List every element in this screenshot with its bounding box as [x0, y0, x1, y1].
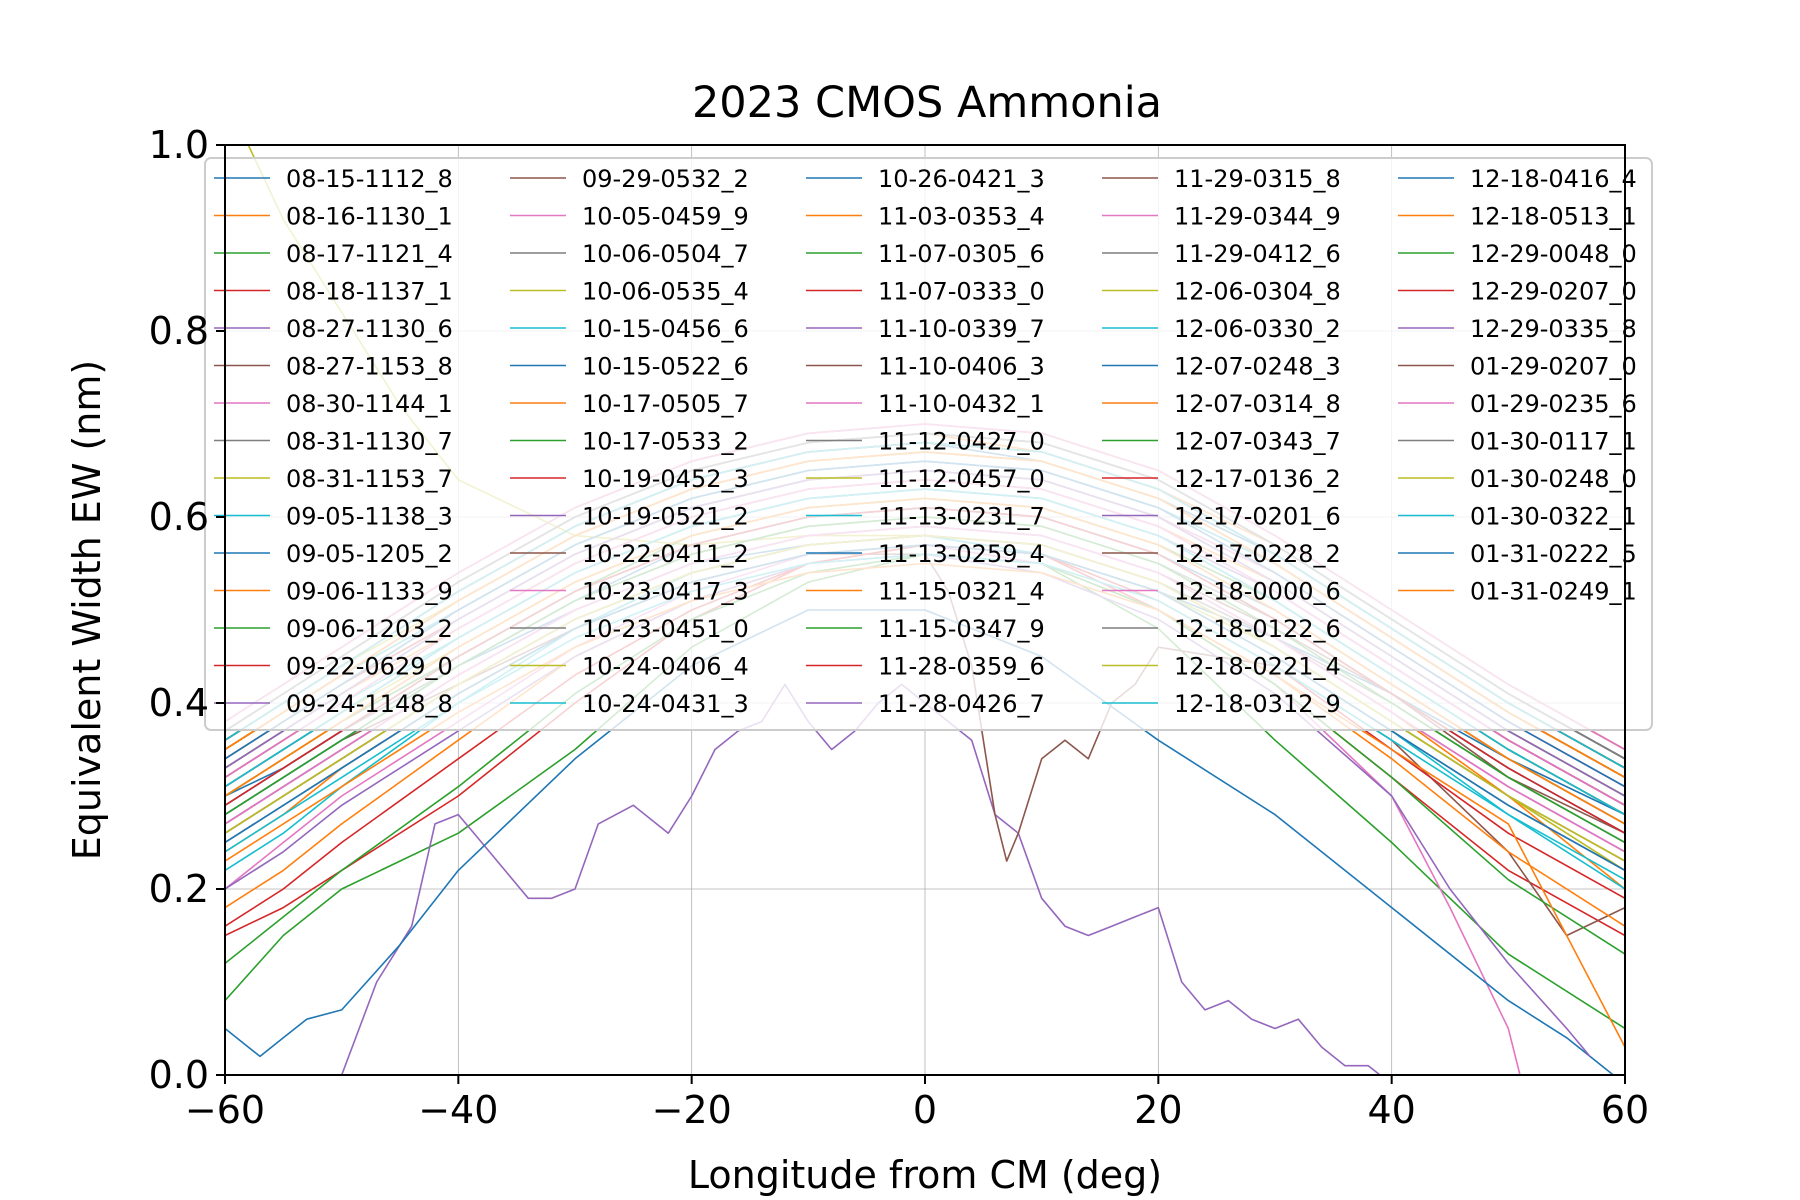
y-tick-label: 0.4	[149, 681, 209, 725]
x-tick-label: 40	[1367, 1088, 1415, 1132]
legend-label: 12-06-0330_2	[1174, 315, 1341, 343]
legend-label: 12-18-0312_9	[1174, 690, 1341, 718]
legend-label: 12-29-0207_0	[1470, 278, 1637, 306]
legend-label: 11-10-0432_1	[878, 390, 1045, 418]
legend-label: 11-10-0406_3	[878, 353, 1045, 381]
legend-label: 12-07-0343_7	[1174, 428, 1341, 456]
legend-label: 10-26-0421_3	[878, 165, 1045, 193]
legend-label: 11-28-0359_6	[878, 653, 1045, 681]
legend-label: 10-23-0417_3	[582, 578, 749, 606]
legend-label: 11-15-0321_4	[878, 578, 1045, 606]
chart-title: 2023 CMOS Ammonia	[692, 78, 1162, 128]
legend-label: 09-06-1133_9	[286, 578, 453, 606]
legend-label: 01-29-0207_0	[1470, 353, 1637, 381]
legend-label: 12-18-0416_4	[1470, 165, 1637, 193]
legend-label: 10-05-0459_9	[582, 203, 749, 231]
legend-label: 10-19-0521_2	[582, 503, 749, 531]
legend-label: 09-29-0532_2	[582, 165, 749, 193]
legend-label: 08-27-1153_8	[286, 353, 453, 381]
legend-label: 12-29-0048_0	[1470, 240, 1637, 268]
legend-label: 09-22-0629_0	[286, 653, 453, 681]
legend-label: 11-29-0412_6	[1174, 240, 1341, 268]
legend-label: 01-31-0249_1	[1470, 578, 1637, 606]
y-axis: 0.0 0.2 0.4 0.6 0.8 1.0	[149, 123, 225, 1097]
legend-label: 10-22-0411_2	[582, 540, 749, 568]
y-tick-label: 0.2	[149, 867, 209, 911]
legend-label: 09-05-1138_3	[286, 503, 453, 531]
legend-label: 10-24-0406_4	[582, 653, 749, 681]
legend-label: 10-17-0505_7	[582, 390, 749, 418]
legend-label: 12-17-0228_2	[1174, 540, 1341, 568]
legend-label: 01-30-0248_0	[1470, 465, 1637, 493]
legend-label: 10-24-0431_3	[582, 690, 749, 718]
x-tick-label: −40	[418, 1088, 498, 1132]
legend-label: 12-06-0304_8	[1174, 278, 1341, 306]
legend-label: 11-29-0315_8	[1174, 165, 1341, 193]
legend-label: 11-15-0347_9	[878, 615, 1045, 643]
x-axis-label: Longitude from CM (deg)	[688, 1153, 1162, 1197]
legend-label: 11-29-0344_9	[1174, 203, 1341, 231]
x-axis: −60 −40 −20 0 20 40 60	[185, 1075, 1649, 1132]
y-axis-label: Equivalent Width EW (nm)	[65, 360, 109, 860]
legend-label: 10-15-0522_6	[582, 353, 749, 381]
legend-label: 12-18-0221_4	[1174, 653, 1341, 681]
legend-label: 01-31-0222_5	[1470, 540, 1637, 568]
x-tick-label: 60	[1601, 1088, 1649, 1132]
legend-label: 08-31-1153_7	[286, 465, 453, 493]
legend-label: 11-13-0259_4	[878, 540, 1045, 568]
legend-label: 11-07-0333_0	[878, 278, 1045, 306]
legend-label: 08-18-1137_1	[286, 278, 453, 306]
legend-label: 12-17-0136_2	[1174, 465, 1341, 493]
legend-label: 01-30-0117_1	[1470, 428, 1637, 456]
x-tick-label: −60	[185, 1088, 265, 1132]
x-tick-label: 0	[913, 1088, 937, 1132]
legend-label: 01-29-0235_6	[1470, 390, 1637, 418]
y-tick-label: 0.0	[149, 1053, 209, 1097]
legend-label: 11-03-0353_4	[878, 203, 1045, 231]
legend-label: 10-23-0451_0	[582, 615, 749, 643]
legend-label: 10-06-0535_4	[582, 278, 749, 306]
y-tick-label: 0.8	[149, 309, 209, 353]
legend-label: 08-16-1130_1	[286, 203, 453, 231]
legend-label: 12-18-0000_6	[1174, 578, 1341, 606]
legend-label: 12-29-0335_8	[1470, 315, 1637, 343]
legend-label: 09-06-1203_2	[286, 615, 453, 643]
x-tick-label: −20	[652, 1088, 732, 1132]
legend-label: 01-30-0322_1	[1470, 503, 1637, 531]
legend-box	[204, 157, 1653, 731]
legend-label: 11-07-0305_6	[878, 240, 1045, 268]
legend-label: 12-18-0122_6	[1174, 615, 1341, 643]
legend: 08-15-1112_8 08-16-1130_1 08-17-1121_4 08-1…	[204, 157, 1653, 731]
legend-label: 10-17-0533_2	[582, 428, 749, 456]
legend-label: 09-24-1148_8	[286, 690, 453, 718]
legend-label: 10-19-0452_3	[582, 465, 749, 493]
legend-label: 11-10-0339_7	[878, 315, 1045, 343]
legend-label: 10-15-0456_6	[582, 315, 749, 343]
legend-label: 12-07-0314_8	[1174, 390, 1341, 418]
legend-label: 08-31-1130_7	[286, 428, 453, 456]
legend-label: 08-15-1112_8	[286, 165, 453, 193]
y-tick-label: 0.6	[149, 495, 209, 539]
legend-label: 08-30-1144_1	[286, 390, 453, 418]
legend-label: 12-07-0248_3	[1174, 353, 1341, 381]
legend-label: 12-17-0201_6	[1174, 503, 1341, 531]
y-tick-label: 1.0	[149, 123, 209, 167]
legend-label: 11-28-0426_7	[878, 690, 1045, 718]
legend-label: 11-13-0231_7	[878, 503, 1045, 531]
legend-label: 10-06-0504_7	[582, 240, 749, 268]
legend-label: 08-27-1130_6	[286, 315, 453, 343]
legend-label: 12-18-0513_1	[1470, 203, 1637, 231]
legend-label: 09-05-1205_2	[286, 540, 453, 568]
legend-label: 11-12-0427_0	[878, 428, 1045, 456]
legend-label: 08-17-1121_4	[286, 240, 453, 268]
legend-label: 11-12-0457_0	[878, 465, 1045, 493]
x-tick-label: 20	[1134, 1088, 1182, 1132]
